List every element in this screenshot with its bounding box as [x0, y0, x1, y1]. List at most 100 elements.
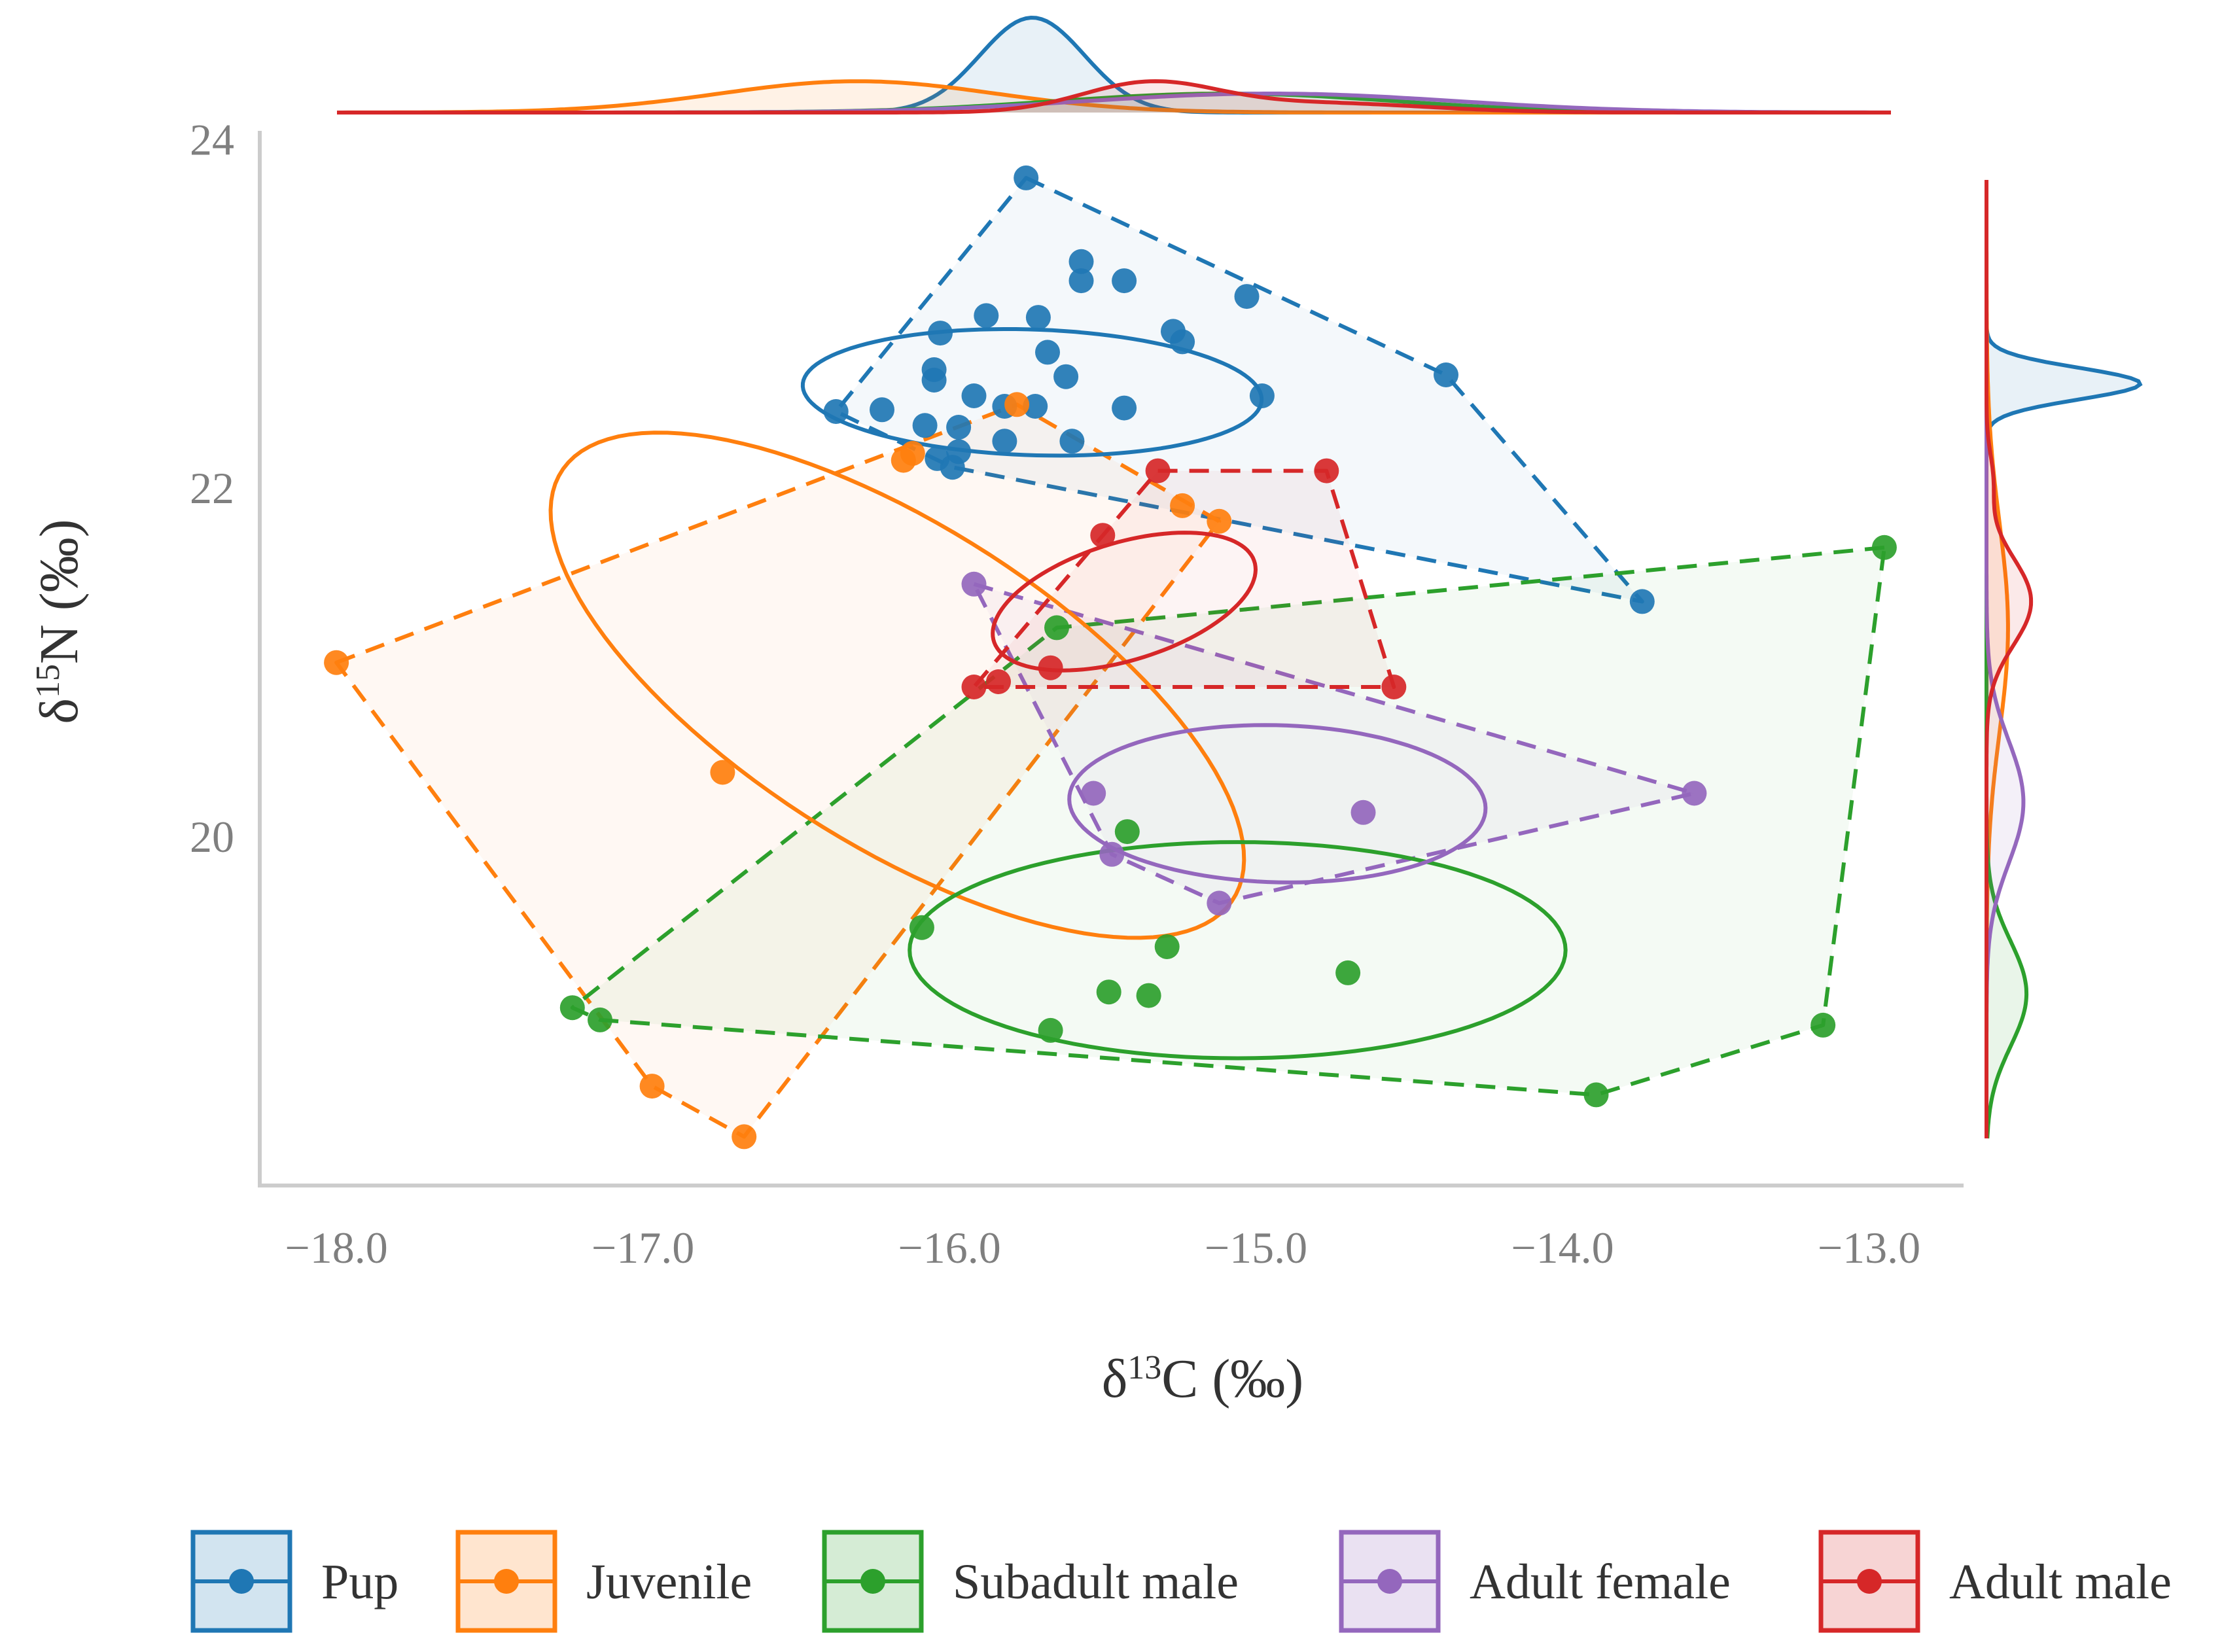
point-adult-female	[1081, 781, 1106, 806]
point-juvenile	[639, 1074, 665, 1099]
y-axis-title-sup: 15	[29, 664, 67, 698]
point-adult-female	[1207, 890, 1232, 916]
point-juvenile	[732, 1124, 757, 1150]
y-tick-label: 22	[190, 463, 234, 513]
point-adult-male	[961, 675, 987, 699]
x-axis-title-rest: C (‰)	[1161, 1348, 1303, 1409]
point-adult-male	[1381, 675, 1407, 699]
point-adult-male	[1314, 458, 1339, 483]
legend-item-pup: Pup	[190, 1530, 398, 1633]
point-pup	[992, 429, 1017, 454]
point-pup	[1629, 589, 1655, 614]
legend-marker-subadult-male	[860, 1569, 885, 1594]
point-pup	[1112, 268, 1137, 294]
point-subadult-male	[559, 995, 585, 1021]
point-pup	[1170, 329, 1195, 355]
legend-label-pup: Pup	[321, 1555, 398, 1609]
point-adult-male	[1145, 458, 1171, 483]
y-axis-title-rest: N (‰)	[29, 519, 90, 664]
point-pup	[1023, 394, 1048, 419]
point-subadult-male	[1871, 535, 1897, 560]
legend-item-adult-male: Adult male	[1818, 1530, 2172, 1633]
x-tick-labels: −18.0 −17.0 −16.0 −15.0 −14.0 −13.0	[285, 1223, 1920, 1273]
point-subadult-male	[1038, 1017, 1063, 1043]
x-tick-label: −13.0	[1818, 1223, 1920, 1273]
y-tick-labels: 20 22 24	[190, 114, 234, 862]
point-pup	[940, 455, 965, 480]
legend-item-adult-female: Adult female	[1339, 1530, 1731, 1633]
point-juvenile	[1004, 392, 1030, 417]
density-y-fill-pup	[1986, 180, 2140, 1138]
point-subadult-male	[1114, 819, 1140, 845]
data-points	[324, 165, 1897, 1150]
convex-hulls	[334, 175, 1886, 1139]
point-pup	[1025, 305, 1051, 330]
point-pup	[912, 413, 938, 438]
axes	[258, 131, 1964, 1187]
point-subadult-male	[909, 915, 934, 940]
density-x-fill-juvenile	[337, 81, 1891, 113]
point-pup	[1035, 340, 1060, 365]
y-axis-title-main: δ	[29, 698, 90, 724]
marginal-density-x	[337, 15, 1891, 114]
point-juvenile	[1170, 493, 1195, 518]
ellipse-adult-male	[991, 531, 1258, 673]
point-adult-female	[1099, 841, 1125, 867]
y-tick-label: 20	[190, 812, 234, 862]
point-pup	[870, 397, 894, 423]
density-x-fill-adult-female	[337, 94, 1891, 113]
point-subadult-male	[1810, 1012, 1836, 1038]
point-subadult-male	[1096, 979, 1121, 1005]
point-subadult-male	[1335, 960, 1361, 985]
point-pup	[1068, 249, 1094, 274]
point-subadult-male	[1154, 934, 1180, 959]
legend-marker-adult-male	[1857, 1569, 1882, 1594]
point-adult-female	[961, 571, 987, 597]
point-pup	[921, 368, 947, 393]
point-pup	[823, 399, 849, 424]
density-x-fill-pup	[337, 18, 1891, 113]
legend-label-subadult-male: Subadult male	[953, 1555, 1239, 1609]
x-tick-label: −16.0	[898, 1223, 1000, 1273]
point-pup	[1112, 395, 1137, 421]
density-y-adult-male	[1985, 180, 2034, 1138]
point-adult-male	[986, 669, 1011, 694]
point-adult-female	[1682, 781, 1707, 806]
legend-marker-adult-female	[1377, 1569, 1402, 1594]
density-x-fill-adult-male	[337, 81, 1891, 113]
point-pup	[961, 383, 987, 408]
point-subadult-male	[1583, 1082, 1609, 1108]
point-pup	[1068, 268, 1094, 294]
x-axis-title-main: δ	[1102, 1348, 1128, 1409]
point-pup	[1053, 364, 1079, 389]
point-pup	[946, 415, 972, 440]
point-subadult-male	[1136, 983, 1161, 1008]
y-tick-label: 24	[190, 114, 234, 164]
point-pup	[1234, 284, 1260, 309]
ellipse-subadult-male	[908, 840, 1568, 1061]
density-x-adult-male	[337, 79, 1891, 114]
x-tick-label: −18.0	[285, 1223, 387, 1273]
point-pup	[1059, 429, 1085, 454]
point-juvenile	[891, 448, 916, 473]
legend-label-adult-male: Adult male	[1949, 1555, 2172, 1609]
x-axis-title: δ13C (‰)	[1102, 1348, 1304, 1409]
legend-label-adult-female: Adult female	[1470, 1555, 1731, 1609]
point-pup	[974, 303, 999, 328]
y-axis-title: δ15N (‰)	[29, 519, 90, 724]
ellipse-pup	[800, 327, 1264, 458]
legend-label-juvenile: Juvenile	[586, 1555, 752, 1609]
point-pup	[1249, 383, 1275, 408]
x-tick-label: −14.0	[1511, 1223, 1614, 1273]
hull-pup	[834, 175, 1644, 604]
point-juvenile	[1207, 508, 1232, 534]
legend-item-juvenile: Juvenile	[455, 1530, 752, 1633]
point-juvenile	[324, 650, 349, 675]
legend: Pup Juvenile Subadult male Adult female Adul…	[190, 1530, 2172, 1633]
legend-item-subadult-male: Subadult male	[822, 1530, 1239, 1633]
point-adult-male	[1038, 655, 1063, 680]
point-adult-female	[1350, 800, 1376, 825]
legend-marker-juvenile	[494, 1569, 519, 1594]
point-pup	[1014, 165, 1039, 190]
